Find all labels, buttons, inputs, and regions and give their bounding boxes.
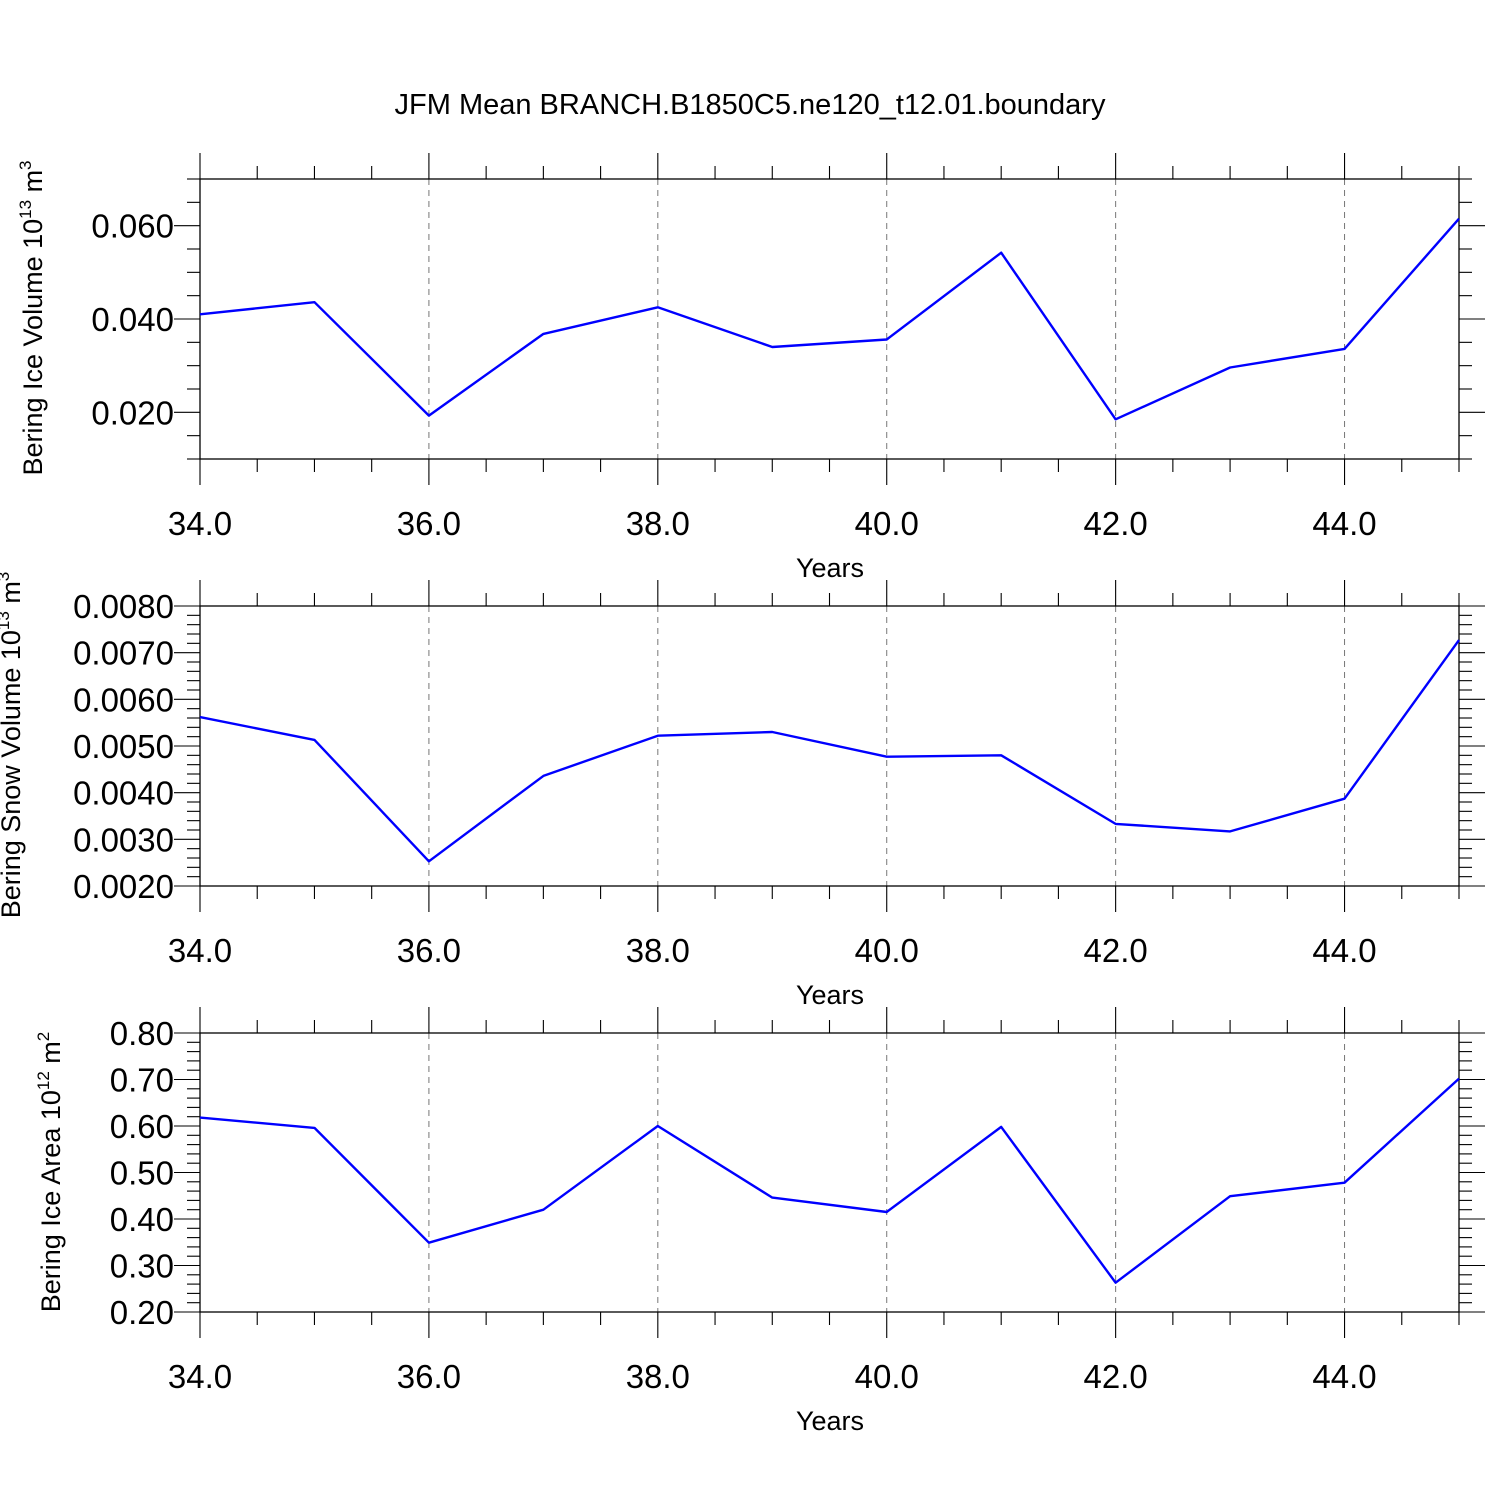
x-tick-label: 42.0 — [1084, 932, 1148, 969]
x-tick-label: 44.0 — [1312, 932, 1376, 969]
plot-frame — [199, 605, 1460, 887]
panel-3: 34.0 36.0 38.0 40.0 42.0 44.0 0.20 0.30 0.40 0.50… — [34, 1007, 1485, 1436]
y-axis-label: Bering Snow Volume 1013 m3 — [0, 572, 26, 919]
y-tick-label: 0.0020 — [73, 868, 174, 905]
x-tick-label: 36.0 — [397, 932, 461, 969]
y-tick-label: 0.0050 — [73, 728, 174, 765]
plot-frame — [199, 178, 1460, 460]
x-tick-label: 34.0 — [168, 1358, 232, 1395]
y-axis-label: Bering Ice Volume 1013 m3 — [16, 160, 48, 475]
series-line — [199, 1077, 1460, 1284]
x-tick-label: 38.0 — [626, 1358, 690, 1395]
x-tick-label: 40.0 — [855, 505, 919, 542]
series-line — [199, 639, 1460, 863]
x-tick-label: 44.0 — [1312, 505, 1376, 542]
x-axis-label: Years — [796, 980, 864, 1010]
y-tick-label: 0.0080 — [73, 588, 174, 625]
x-tick-label: 38.0 — [626, 932, 690, 969]
y-tick-label: 0.0030 — [73, 821, 174, 858]
y-axis-label: Bering Ice Area 1012 m2 — [34, 1032, 66, 1313]
x-tick-label: 34.0 — [168, 505, 232, 542]
series-line — [199, 217, 1460, 421]
x-tick-label: 36.0 — [397, 1358, 461, 1395]
y-tick-label: 0.70 — [110, 1062, 174, 1099]
x-axis-label: Years — [796, 1406, 864, 1436]
y-tick-label: 0.30 — [110, 1248, 174, 1285]
y-tick-label: 0.060 — [91, 208, 174, 245]
y-tick-label: 0.20 — [110, 1294, 174, 1331]
x-tick-label: 38.0 — [626, 505, 690, 542]
x-tick-label: 34.0 — [168, 932, 232, 969]
y-tick-label: 0.020 — [91, 394, 174, 431]
y-tick-label: 0.60 — [110, 1108, 174, 1145]
x-tick-label: 40.0 — [855, 932, 919, 969]
y-tick-label: 0.80 — [110, 1015, 174, 1052]
panel-2: 34.0 36.0 38.0 40.0 42.0 44.0 0.0020 0.0030 0.00… — [0, 572, 1485, 1010]
x-tick-label: 44.0 — [1312, 1358, 1376, 1395]
x-tick-label: 36.0 — [397, 505, 461, 542]
y-tick-label: 0.040 — [91, 301, 174, 338]
y-tick-label: 0.50 — [110, 1155, 174, 1192]
y-tick-label: 0.0070 — [73, 635, 174, 672]
x-tick-label: 42.0 — [1084, 1358, 1148, 1395]
chart-title: JFM Mean BRANCH.B1850C5.ne120_t12.01.bou… — [395, 89, 1106, 121]
y-tick-label: 0.40 — [110, 1201, 174, 1238]
plot-frame — [199, 1032, 1460, 1313]
x-tick-label: 42.0 — [1084, 505, 1148, 542]
y-tick-label: 0.0040 — [73, 775, 174, 812]
panel-1: 34.0 36.0 38.0 40.0 42.0 44.0 0.020 0.040 0.060 Y… — [16, 153, 1485, 583]
x-axis-label: Years — [796, 553, 864, 583]
x-tick-label: 40.0 — [855, 1358, 919, 1395]
y-tick-label: 0.0060 — [73, 681, 174, 718]
